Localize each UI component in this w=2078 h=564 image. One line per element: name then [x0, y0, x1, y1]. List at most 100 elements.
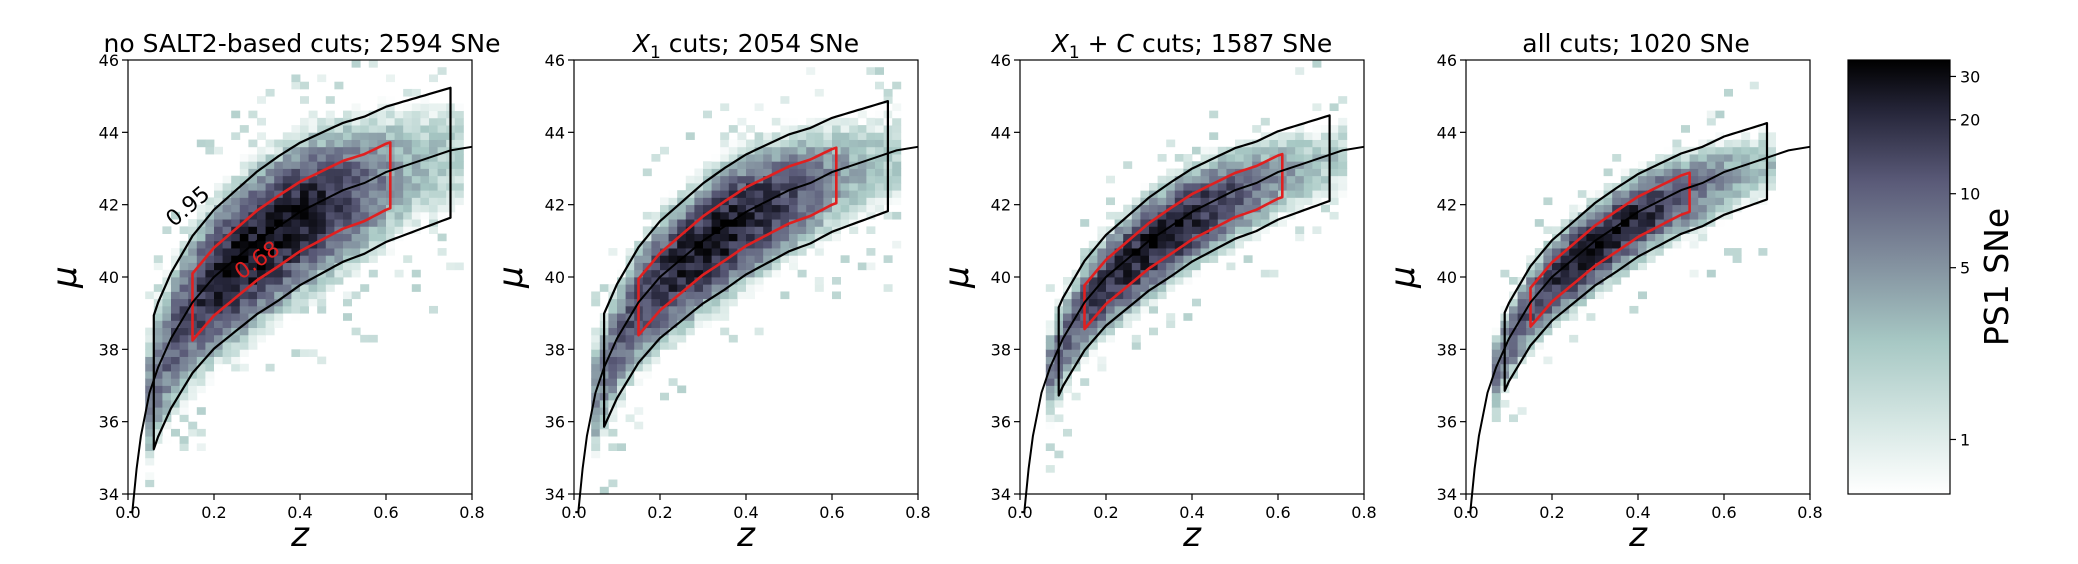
histogram-cell: [1063, 313, 1072, 321]
histogram-cell: [188, 226, 198, 234]
y-tick-label: 46: [99, 51, 119, 70]
histogram-cell: [797, 219, 807, 227]
histogram-cell: [1655, 175, 1665, 184]
histogram-cell: [411, 175, 421, 184]
histogram-cell: [1123, 240, 1133, 249]
histogram-cell: [377, 211, 387, 220]
histogram-cell: [832, 277, 841, 285]
histogram-cell: [368, 60, 378, 68]
histogram-cell: [317, 132, 327, 140]
histogram-cell: [1629, 182, 1639, 191]
histogram-cell: [343, 226, 352, 234]
histogram-cell: [1183, 197, 1193, 206]
histogram-cell: [1286, 190, 1296, 198]
histogram-cell: [849, 132, 859, 140]
histogram-cell: [685, 305, 695, 314]
histogram-cell: [1741, 132, 1751, 140]
histogram-cell: [668, 313, 678, 321]
histogram-cell: [1200, 262, 1210, 271]
histogram-cell: [591, 407, 601, 415]
histogram-cell: [1603, 277, 1613, 285]
histogram-cell: [377, 190, 387, 198]
histogram-cell: [651, 262, 661, 271]
histogram-cell: [214, 298, 223, 307]
histogram-cell: [1200, 161, 1210, 169]
histogram-cell: [1655, 161, 1665, 169]
histogram-cell: [351, 190, 361, 198]
histogram-cell: [1045, 392, 1055, 401]
histogram-cell: [239, 125, 249, 133]
histogram-cell: [1286, 175, 1296, 184]
histogram-cell: [1577, 269, 1587, 278]
histogram-cell: [1638, 175, 1647, 184]
histogram-cell: [1329, 103, 1339, 112]
histogram-cell: [248, 161, 258, 169]
histogram-cell: [145, 371, 155, 379]
histogram-cell: [617, 342, 626, 350]
histogram-cell: [883, 96, 893, 104]
histogram-cell: [694, 197, 704, 206]
histogram-cell: [1689, 240, 1699, 249]
histogram-cell: [1672, 233, 1682, 242]
histogram-cell: [789, 204, 798, 213]
histogram-cell: [1200, 154, 1210, 162]
histogram-cell: [797, 269, 807, 278]
histogram-cell: [1595, 277, 1604, 285]
histogram-cell: [196, 233, 206, 242]
histogram-cell: [411, 204, 421, 213]
histogram-cell: [1534, 291, 1544, 300]
histogram-cell: [883, 211, 893, 220]
histogram-cell: [1174, 262, 1184, 271]
histogram-cell: [325, 204, 335, 213]
histogram-cell: [608, 334, 618, 343]
histogram-cell: [1269, 175, 1279, 184]
histogram-cell: [1226, 154, 1236, 162]
histogram-cell: [1612, 262, 1622, 271]
histogram-cell: [737, 219, 747, 227]
histogram-cell: [403, 197, 413, 206]
histogram-cell: [1724, 175, 1733, 184]
histogram-cell: [1217, 182, 1227, 191]
histogram-cell: [1045, 421, 1055, 430]
histogram-cell: [274, 298, 284, 307]
histogram-cell: [257, 161, 266, 169]
histogram-cell: [840, 154, 850, 162]
histogram-cell: [754, 255, 764, 263]
histogram-cell: [1260, 190, 1270, 198]
histogram-cell: [685, 255, 695, 263]
histogram-cell: [257, 132, 266, 140]
histogram-cell: [1629, 197, 1639, 206]
histogram-cell: [300, 182, 309, 191]
histogram-cell: [1209, 146, 1219, 155]
histogram-cell: [282, 211, 292, 220]
histogram-cell: [892, 139, 902, 148]
histogram-cell: [797, 248, 807, 256]
histogram-cell: [677, 334, 687, 343]
histogram-cell: [660, 327, 669, 336]
histogram-cell: [746, 168, 755, 177]
histogram-cell: [883, 284, 893, 292]
histogram-cell: [677, 240, 687, 249]
histogram-cell: [1269, 190, 1279, 198]
histogram-cell: [849, 190, 859, 198]
histogram-cell: [1278, 146, 1287, 155]
histogram-cell: [720, 240, 730, 249]
histogram-cell: [1577, 298, 1587, 307]
histogram-cell: [814, 161, 824, 169]
histogram-cell: [634, 255, 644, 263]
contour-95: [1503, 122, 1769, 392]
histogram-cell: [446, 262, 456, 271]
histogram-cell: [625, 342, 635, 350]
histogram-cell: [694, 190, 704, 198]
histogram-cell: [1278, 139, 1287, 148]
histogram-cell: [703, 219, 712, 227]
histogram-cell: [1620, 219, 1630, 227]
histogram-cell: [1552, 277, 1561, 285]
histogram-cell: [1629, 226, 1639, 234]
histogram-cell: [1534, 269, 1544, 278]
histogram-cell: [1715, 190, 1725, 198]
histogram-cell: [325, 182, 335, 191]
histogram-cell: [1655, 233, 1665, 242]
histogram-cell: [814, 248, 824, 256]
histogram-cell: [1509, 313, 1518, 321]
